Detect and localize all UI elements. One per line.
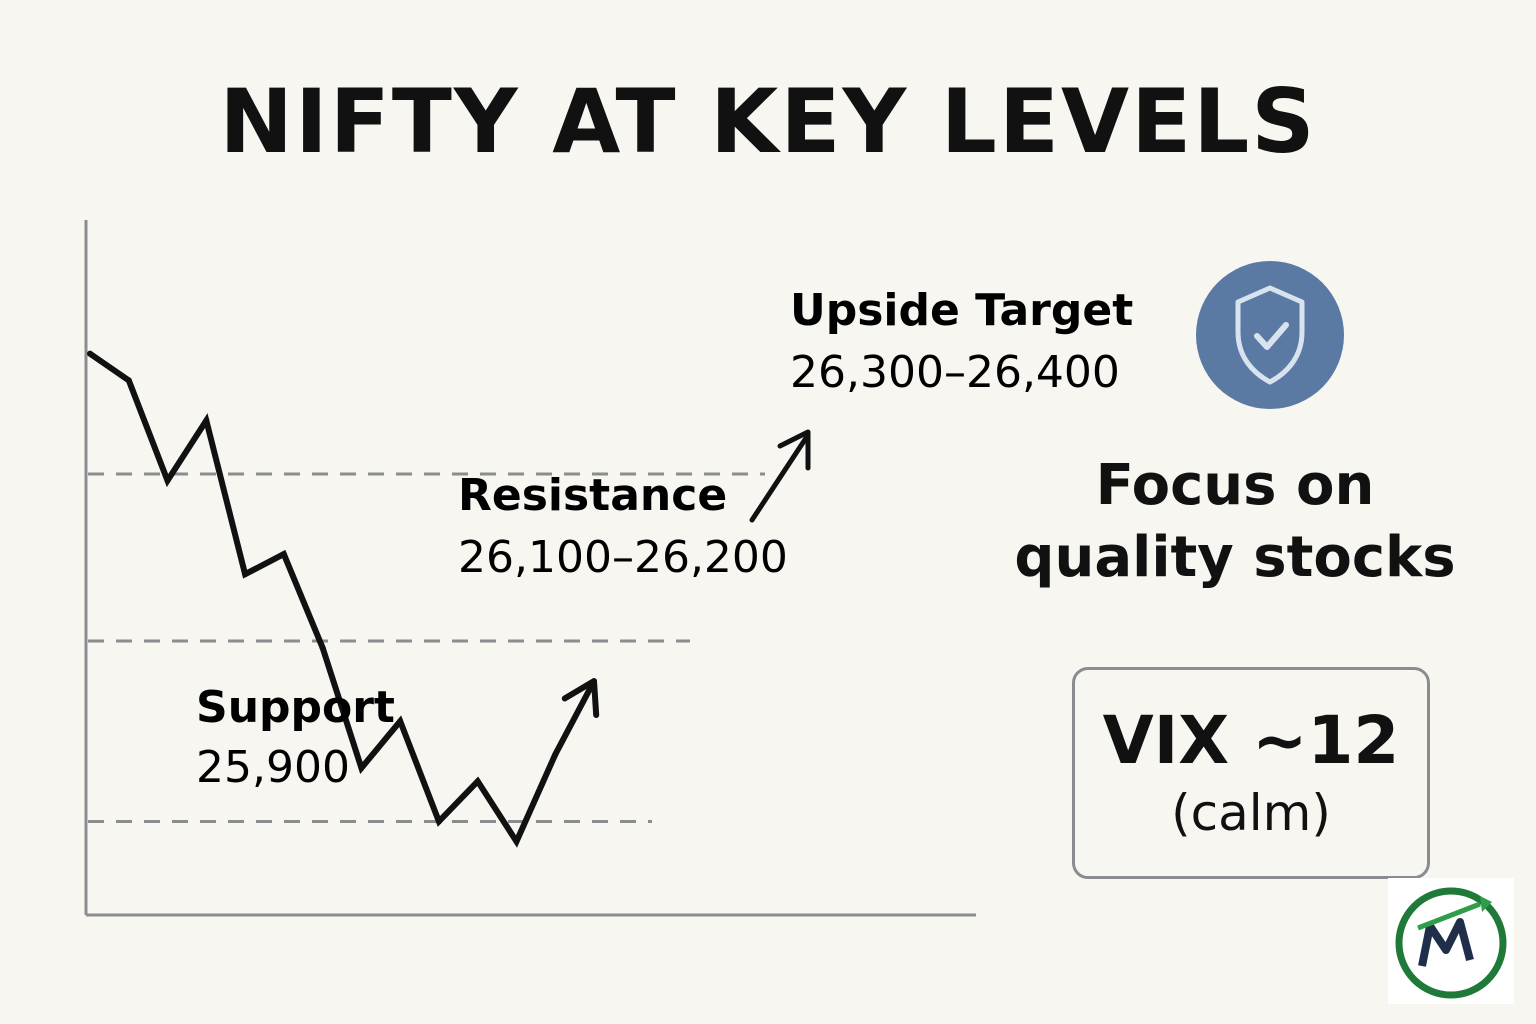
price-point (242, 571, 249, 578)
price-point (203, 417, 210, 424)
focus-message: Focus on quality stocks (1010, 450, 1460, 594)
focus-line-2: quality stocks (1014, 525, 1456, 590)
arrow-up-right-icon (749, 429, 811, 523)
level-range-target: 26,300–26,400 (790, 347, 1120, 398)
price-point (319, 644, 326, 651)
price-point (513, 838, 520, 845)
price-point (435, 818, 442, 825)
price-line (88, 351, 597, 848)
price-point (125, 377, 132, 384)
price-point (474, 778, 481, 785)
page-title: NIFTY AT KEY LEVELS (219, 70, 1317, 173)
price-point (397, 718, 404, 725)
price-point (164, 477, 171, 484)
vix-note: (calm) (1171, 784, 1331, 842)
level-label-target: Upside Target (790, 285, 1133, 336)
level-range-support: 25,900 (196, 742, 350, 793)
price-point (358, 764, 365, 771)
price-point (552, 751, 559, 758)
level-range-resistance: 26,100–26,200 (458, 532, 788, 583)
price-arrowhead (561, 678, 600, 719)
brand-logo-icon (1388, 878, 1514, 1004)
vix-value: VIX ~12 (1102, 702, 1400, 779)
focus-line-1: Focus on (1095, 453, 1375, 518)
price-point (280, 551, 287, 558)
shield-check-icon (1196, 261, 1344, 409)
level-label-support: Support (196, 682, 395, 733)
price-point (87, 350, 93, 357)
vix-box: VIX ~12 (calm) (1072, 667, 1430, 879)
level-label-resistance: Resistance (458, 470, 727, 521)
